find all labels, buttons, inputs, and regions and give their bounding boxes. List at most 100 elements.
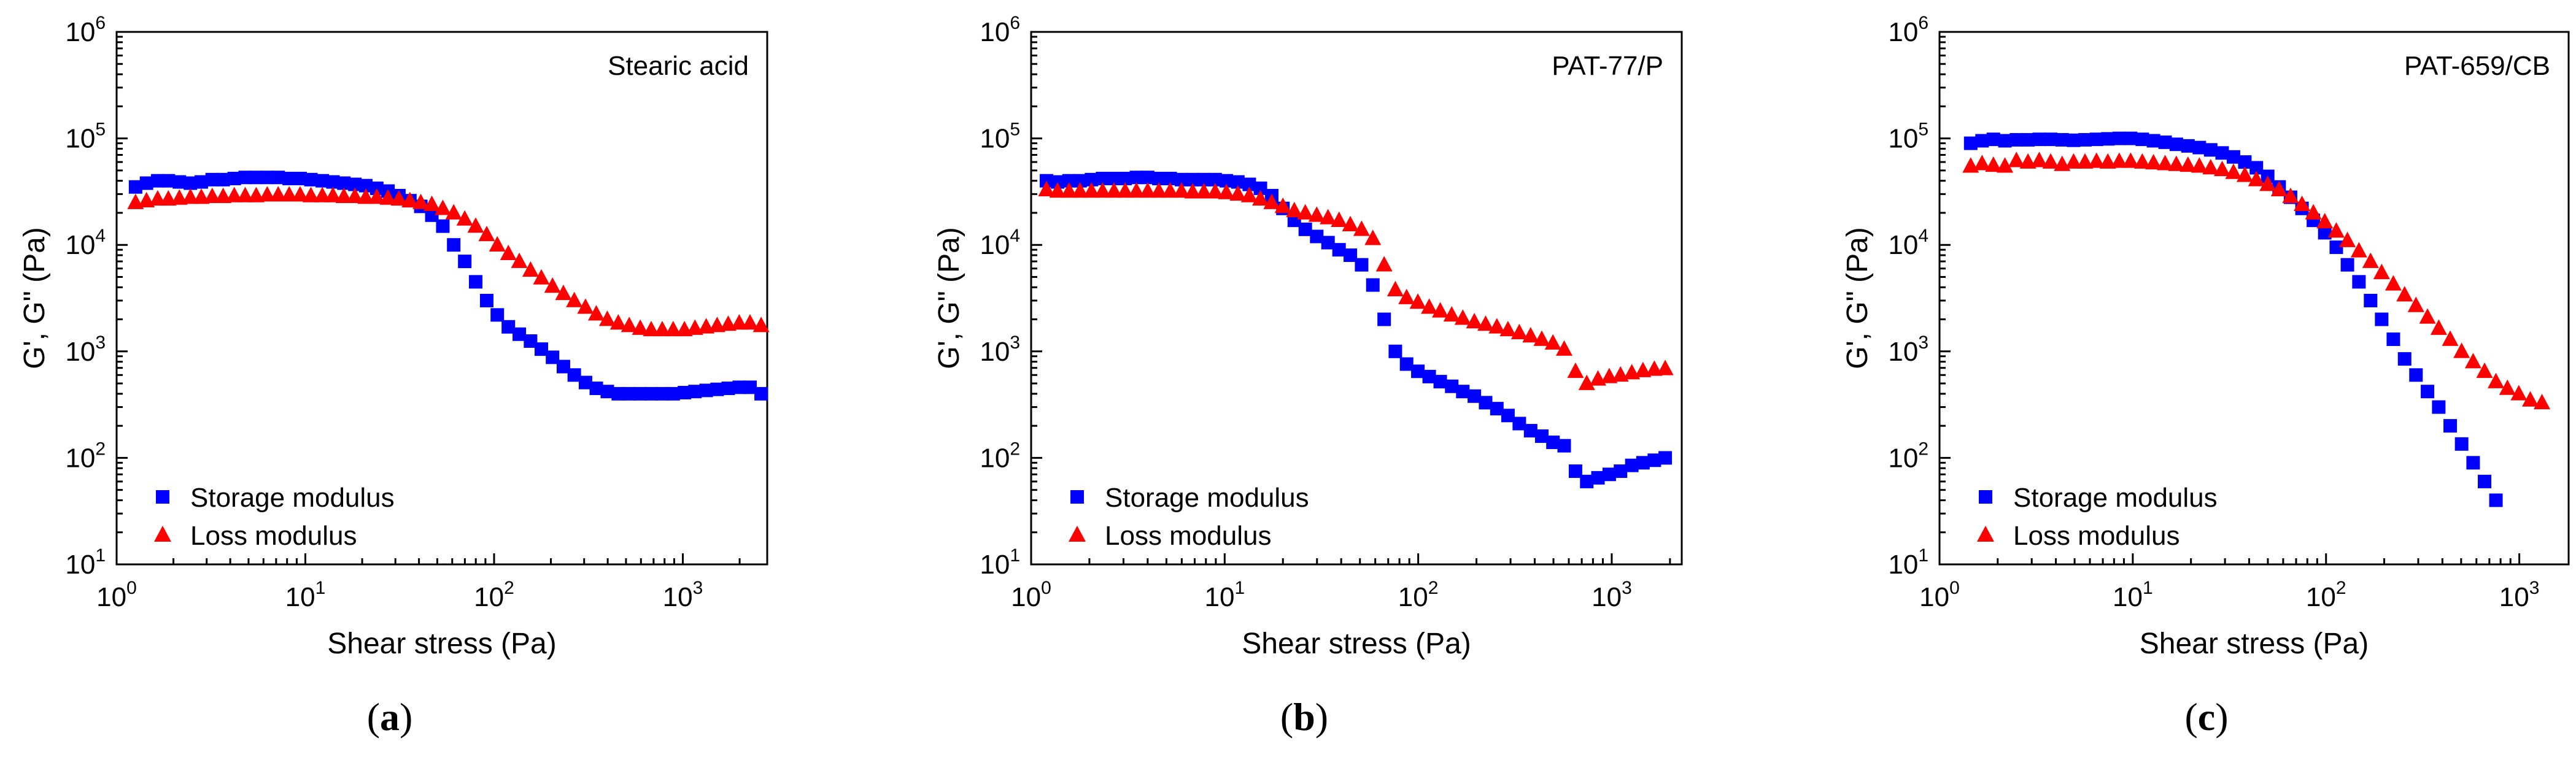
storage-modulus-point bbox=[1523, 424, 1537, 438]
loss-modulus-point bbox=[2407, 296, 2424, 312]
loss-modulus-point bbox=[2373, 263, 2390, 280]
x-tick-base: 10 bbox=[285, 582, 315, 612]
storage-modulus-point bbox=[2169, 137, 2183, 152]
storage-modulus-point bbox=[2340, 258, 2354, 272]
storage-modulus-point bbox=[1636, 456, 1650, 470]
storage-modulus-point bbox=[227, 172, 241, 186]
storage-modulus-point bbox=[1344, 248, 1358, 263]
y-tick-exponent: 5 bbox=[1010, 120, 1020, 140]
storage-modulus-point bbox=[1658, 451, 1673, 465]
loss-modulus-point bbox=[2464, 353, 2481, 369]
y-tick-exponent: 4 bbox=[1918, 226, 1928, 246]
storage-modulus-point bbox=[1568, 464, 1582, 478]
storage-modulus-point bbox=[567, 368, 581, 382]
storage-modulus-point bbox=[2478, 474, 2492, 488]
y-tick-label: 102 bbox=[980, 439, 1020, 473]
series-loss-modulus bbox=[1962, 152, 2551, 410]
storage-modulus-point bbox=[1411, 364, 1425, 378]
loss-modulus-point bbox=[2442, 330, 2459, 346]
x-tick-base: 10 bbox=[2499, 582, 2529, 612]
storage-modulus-point bbox=[644, 386, 658, 401]
loss-modulus-point bbox=[2236, 166, 2253, 182]
loss-modulus-point bbox=[149, 190, 166, 206]
storage-modulus-point bbox=[1062, 174, 1076, 188]
loss-modulus-point bbox=[478, 225, 495, 242]
storage-modulus-point bbox=[2443, 419, 2458, 433]
loss-modulus-point bbox=[182, 188, 199, 204]
loss-modulus-point bbox=[2510, 385, 2528, 401]
loss-modulus-point bbox=[2453, 342, 2470, 358]
loss-modulus-point bbox=[2248, 171, 2265, 186]
loss-modulus-point bbox=[1207, 183, 1224, 199]
x-axis-label: Shear stress (Pa) bbox=[327, 628, 556, 660]
loss-modulus-point bbox=[1432, 302, 1449, 318]
storage-modulus-point bbox=[2089, 133, 2103, 147]
loss-modulus-point bbox=[2327, 222, 2345, 238]
loss-modulus-point bbox=[204, 187, 221, 204]
loss-modulus-point bbox=[226, 186, 243, 202]
loss-modulus-point bbox=[730, 314, 748, 330]
y-axis-label: G', G" (Pa) bbox=[933, 227, 965, 369]
storage-modulus-point bbox=[1625, 458, 1639, 472]
loss-modulus-point bbox=[752, 317, 770, 332]
storage-modulus-point bbox=[666, 386, 680, 401]
y-tick-label: 105 bbox=[65, 120, 106, 154]
storage-modulus-point bbox=[436, 219, 450, 233]
storage-modulus-point bbox=[2124, 131, 2138, 145]
storage-modulus-point bbox=[1208, 172, 1222, 186]
x-tick-exponent: 0 bbox=[126, 578, 137, 598]
x-tick-exponent: 2 bbox=[2336, 578, 2346, 598]
x-tick-exponent: 1 bbox=[2143, 578, 2153, 598]
y-tick-exponent: 4 bbox=[1010, 226, 1020, 246]
y-tick-label: 104 bbox=[65, 226, 106, 260]
loss-modulus-point bbox=[1985, 156, 2002, 172]
loss-modulus-point bbox=[555, 284, 572, 301]
storage-modulus-point bbox=[2329, 240, 2343, 255]
x-axis-label: Shear stress (Pa) bbox=[2140, 628, 2369, 660]
loss-modulus-point bbox=[2476, 362, 2493, 378]
storage-modulus-point bbox=[1366, 278, 1380, 292]
loss-modulus-point bbox=[2488, 372, 2505, 388]
y-tick-label: 103 bbox=[65, 332, 106, 367]
y-tick-exponent: 6 bbox=[1918, 13, 1928, 33]
x-axis-label: Shear stress (Pa) bbox=[1242, 628, 1471, 660]
panel-label-close: ) bbox=[1315, 695, 1328, 739]
loss-modulus-point bbox=[1308, 206, 1325, 222]
loss-modulus-point bbox=[2282, 187, 2299, 204]
storage-modulus-point bbox=[1073, 174, 1087, 188]
loss-modulus-point bbox=[368, 188, 385, 204]
storage-modulus-point bbox=[2249, 161, 2264, 175]
loss-modulus-point bbox=[2499, 379, 2516, 395]
storage-modulus-point bbox=[1298, 222, 1312, 236]
loss-modulus-point bbox=[1072, 182, 1089, 198]
loss-modulus-point bbox=[2270, 180, 2288, 196]
panel-label-letter: a bbox=[380, 695, 400, 739]
loss-modulus-point bbox=[2396, 286, 2413, 302]
storage-modulus-point bbox=[2181, 139, 2195, 153]
storage-modulus-point bbox=[1129, 171, 1143, 185]
storage-modulus-point bbox=[369, 181, 384, 195]
storage-modulus-point bbox=[1456, 385, 1470, 399]
storage-modulus-point bbox=[260, 171, 274, 185]
y-tick-exponent: 6 bbox=[95, 13, 106, 33]
panel-label: (a) bbox=[367, 695, 413, 739]
loss-modulus-point bbox=[1533, 330, 1550, 346]
loss-modulus-point bbox=[1973, 155, 1990, 171]
loss-modulus-point bbox=[258, 186, 276, 202]
loss-modulus-point bbox=[1409, 293, 1426, 309]
loss-modulus-point bbox=[609, 314, 627, 330]
loss-modulus-point bbox=[1162, 182, 1179, 198]
x-tick-base: 10 bbox=[1011, 582, 1041, 612]
loss-modulus-point bbox=[1038, 180, 1055, 196]
storage-modulus-point bbox=[326, 175, 340, 189]
storage-modulus-point bbox=[194, 175, 208, 189]
loss-modulus-point bbox=[2522, 391, 2539, 407]
plot-frame bbox=[1938, 31, 2570, 566]
y-tick-label: 102 bbox=[65, 439, 106, 473]
legend-square-marker bbox=[156, 490, 169, 504]
loss-modulus-point bbox=[741, 314, 759, 330]
storage-modulus-point bbox=[524, 334, 538, 348]
storage-modulus-point bbox=[678, 386, 692, 400]
loss-modulus-point bbox=[1499, 320, 1517, 337]
y-tick-label: 106 bbox=[980, 13, 1020, 47]
